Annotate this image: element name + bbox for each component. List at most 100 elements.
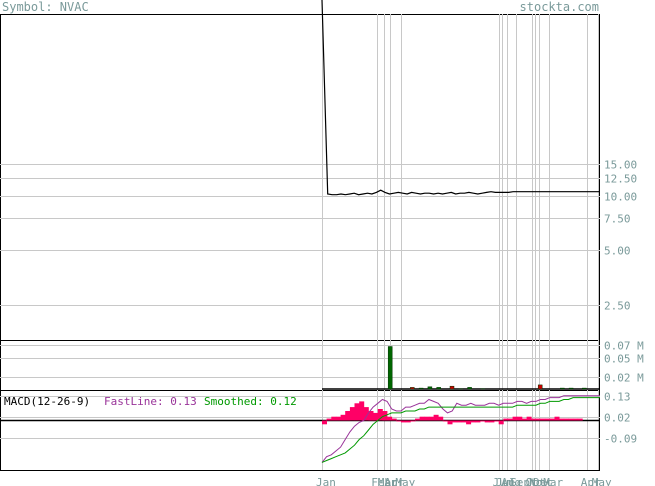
- macd-histogram-bar: [475, 420, 481, 423]
- macd-histogram-bar: [368, 411, 374, 421]
- volume-bar: [537, 384, 543, 390]
- macd-histogram-bar: [335, 416, 341, 421]
- price-line: [321, 0, 600, 196]
- volume-bar: [418, 387, 424, 390]
- price-tick-label: 2.50: [604, 300, 631, 313]
- macd-histogram-bar: [563, 418, 569, 421]
- month-label: Mar: [378, 476, 398, 486]
- price-tick-label: 5.00: [604, 245, 631, 258]
- macd-histogram-bar: [503, 418, 509, 421]
- macd-histogram-bar: [424, 416, 430, 421]
- month-label: Oct: [526, 476, 546, 486]
- price-tick-label: 15.00: [604, 159, 637, 172]
- price-panel: [0, 14, 600, 341]
- volume-bar: [467, 387, 472, 390]
- macd-histogram-bar: [466, 420, 472, 425]
- volume-bar: [568, 387, 574, 390]
- month-label: Aug: [501, 476, 521, 486]
- macd-histogram-bar: [545, 418, 551, 421]
- volume-tick-label: 0.05 M: [604, 353, 644, 366]
- macd-histogram-bar: [331, 416, 337, 421]
- macd-histogram-bar: [531, 418, 537, 421]
- macd-histogram-bar: [559, 418, 565, 421]
- macd-histogram-bar: [549, 418, 555, 421]
- macd-histogram-bar: [498, 420, 504, 425]
- macd-histogram-bar: [512, 416, 518, 421]
- macd-histogram-bar: [484, 420, 490, 423]
- volume-bar: [449, 385, 455, 390]
- macd-histogram-bar: [396, 420, 402, 422]
- month-label: Mar: [543, 476, 563, 486]
- price-tick-label: 10.00: [604, 191, 637, 204]
- macd-histogram-bar: [354, 403, 360, 421]
- macd-histogram-bar: [387, 416, 393, 421]
- macd-histogram-bar: [517, 416, 523, 421]
- price-tick-label: 7.50: [604, 213, 631, 226]
- macd-histogram-bar: [442, 420, 448, 422]
- macd-histogram-bar: [461, 420, 467, 423]
- month-label: Jul: [496, 476, 516, 486]
- macd-histogram-bar: [363, 407, 369, 421]
- macd-histogram-bar: [415, 418, 420, 421]
- macd-name: MACD(12-26-9): [4, 395, 91, 408]
- volume-panel: [0, 340, 600, 391]
- macd-histogram-bar: [428, 416, 434, 421]
- month-label: Jan: [316, 476, 336, 486]
- macd-histogram-bar: [573, 418, 579, 421]
- macd-tick-label: 0.13: [604, 391, 631, 404]
- macd-tick-label: 0.02: [604, 412, 631, 425]
- macd-histogram-bar: [456, 420, 462, 423]
- macd-histogram-bar: [540, 418, 546, 421]
- macd-panel: [0, 390, 600, 471]
- volume-bar: [410, 387, 415, 390]
- macd-histogram-bar: [345, 411, 351, 421]
- volume-bar: [582, 387, 587, 390]
- volume-bar: [387, 346, 393, 390]
- macd-histogram-bar: [489, 420, 495, 423]
- macd-histogram-bar: [322, 420, 327, 425]
- macd-histogram-bar: [419, 416, 425, 421]
- volume-bar: [560, 387, 565, 390]
- macd-histogram-bar: [373, 412, 379, 421]
- macd-histogram-bar: [401, 420, 406, 423]
- macd-histogram-bar: [326, 418, 332, 421]
- volume-bar: [436, 387, 441, 390]
- month-label: May: [395, 476, 415, 486]
- symbol-label: Symbol: NVAC: [2, 0, 89, 14]
- month-label: Apr: [384, 476, 404, 486]
- macd-histogram-bar: [438, 416, 444, 421]
- month-label: Feb: [371, 476, 391, 486]
- macd-histogram-bar: [535, 418, 541, 421]
- volume-tick-label: 0.02 M: [604, 372, 644, 385]
- volume-bar: [427, 386, 433, 390]
- month-label: Apr: [581, 476, 601, 486]
- month-label: Nov: [529, 476, 549, 486]
- macd-histogram-bar: [359, 401, 365, 421]
- macd-histogram-bar: [526, 416, 532, 421]
- month-label: Jun: [493, 476, 513, 486]
- macd-histogram-bar: [410, 420, 416, 422]
- macd-histogram-bar: [494, 420, 499, 422]
- site-name: stockta.com: [519, 0, 599, 14]
- month-label: Dec: [533, 476, 553, 486]
- price-tick-label: 12.50: [604, 173, 637, 186]
- macd-smoothed-label: Smoothed: 0.12: [204, 395, 297, 408]
- macd-histogram-bar: [554, 416, 560, 421]
- month-label: May: [592, 476, 612, 486]
- macd-histogram-bar: [391, 418, 397, 421]
- macd-histogram-bar: [521, 418, 527, 421]
- macd-histogram-bar: [349, 407, 355, 421]
- macd-histogram-bar: [480, 420, 486, 422]
- macd-histogram-bar: [340, 414, 346, 421]
- macd-smoothed-line: [321, 397, 600, 463]
- macd-histogram-bar: [433, 414, 439, 421]
- macd-histogram-bar: [452, 420, 458, 423]
- macd-histogram-bar: [470, 420, 476, 423]
- macd-fast-label: FastLine: 0.13: [104, 395, 197, 408]
- macd-histogram-bar: [508, 418, 513, 421]
- macd-histogram-bar: [447, 420, 453, 425]
- volume-tick-label: 0.07 M: [604, 340, 644, 353]
- macd-fast-line: [321, 395, 600, 463]
- macd-histogram-bar: [377, 409, 383, 421]
